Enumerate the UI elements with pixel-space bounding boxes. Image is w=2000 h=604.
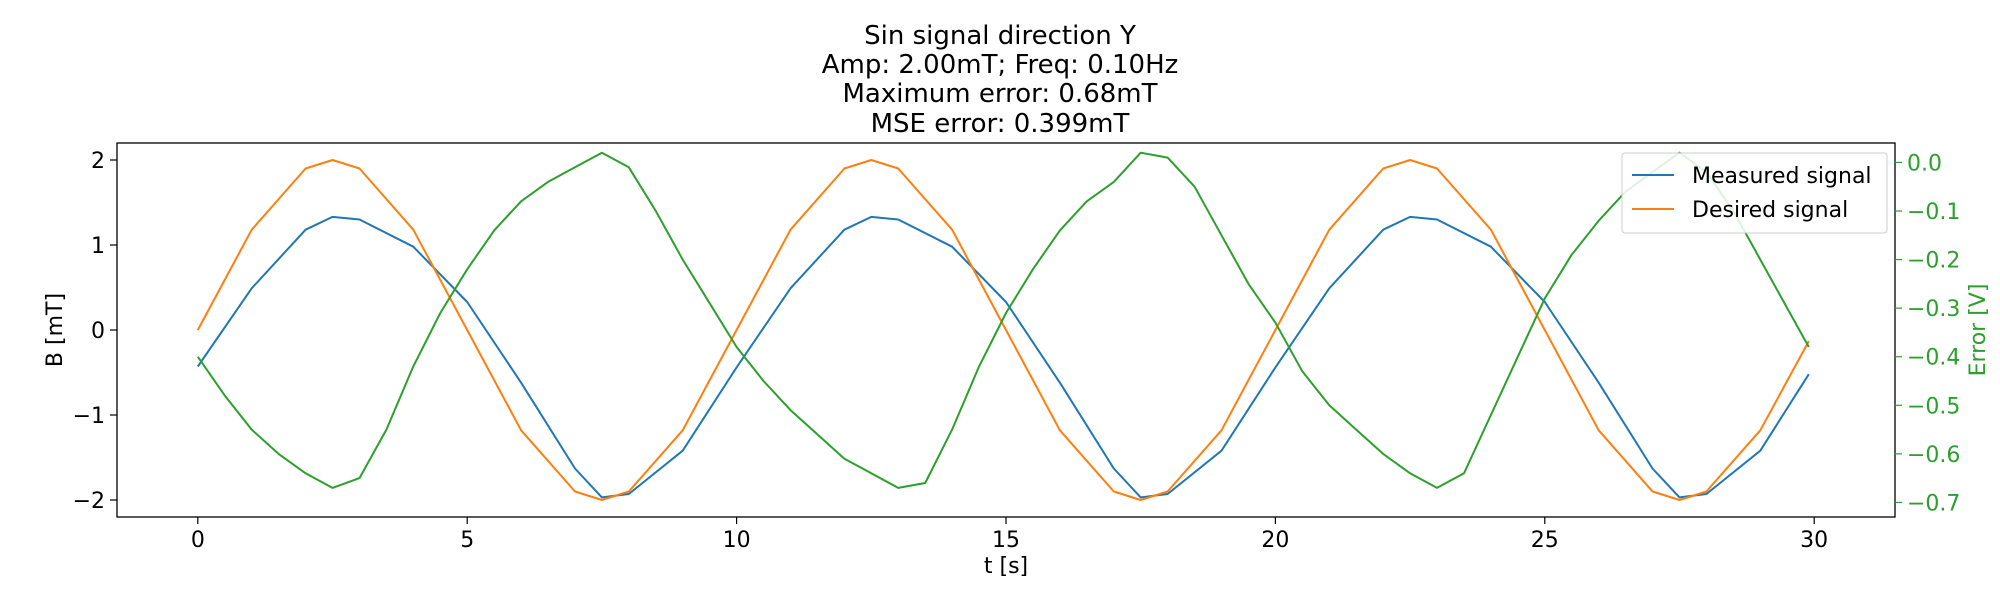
y-right-tick-label: −0.1 — [1907, 200, 1960, 225]
x-tick-label: 5 — [460, 528, 474, 553]
x-tick-label: 0 — [191, 528, 205, 553]
y-right-tick-label: −0.4 — [1907, 346, 1960, 371]
x-tick-label: 25 — [1531, 528, 1559, 553]
y-axis-label: B [mT] — [43, 293, 68, 367]
y-tick-label: 2 — [91, 149, 105, 174]
x-tick-label: 20 — [1261, 528, 1289, 553]
x-tick-label: 30 — [1800, 528, 1828, 553]
legend-label-measured-signal: Measured signal — [1692, 164, 1872, 189]
axes-layer: 0 5 10 15 20 25 30 −2 −1 0 1 2 0.0 −0.1 −0.2 −0.3 −0.4 −0… — [73, 149, 1961, 553]
chart-subtitle-amp-freq: Amp: 2.00mT; Freq: 0.10Hz — [822, 50, 1179, 80]
chart-subtitle-mse-error: MSE error: 0.399mT — [871, 109, 1130, 139]
chart-title: Sin signal direction Y — [864, 21, 1136, 51]
y-right-axis-label: Error [V] — [1966, 284, 1991, 377]
legend-label-desired-signal: Desired signal — [1692, 198, 1848, 223]
series-measured-signal-line — [196, 215, 1810, 499]
y-right-tick-label: −0.7 — [1907, 491, 1960, 516]
y-tick-label: 0 — [91, 319, 105, 344]
legend-box — [1621, 152, 1888, 234]
chart-subtitle-max-error: Maximum error: 0.68mT — [843, 79, 1158, 109]
y-right-tick-label: −0.5 — [1907, 394, 1960, 419]
y-right-tick-label: −0.2 — [1907, 249, 1960, 274]
y-right-tick-label: −0.6 — [1907, 443, 1960, 468]
series-layer — [196, 151, 1810, 501]
y-right-tick-label: −0.3 — [1907, 297, 1960, 322]
legend: Measured signal Desired signal — [1621, 152, 1888, 234]
x-tick-label: 10 — [723, 528, 751, 553]
x-tick-label: 15 — [992, 528, 1020, 553]
chart-title-group: Sin signal direction Y Amp: 2.00mT; Freq… — [822, 21, 1179, 139]
y-right-tick-label: 0.0 — [1907, 151, 1942, 176]
y-tick-label: −2 — [73, 489, 105, 514]
x-axis-label: t [s] — [984, 554, 1028, 579]
series-error-line — [196, 151, 1810, 489]
series-desired-signal-line — [196, 159, 1810, 501]
y-tick-label: −1 — [73, 404, 105, 429]
y-tick-label: 1 — [91, 234, 105, 259]
